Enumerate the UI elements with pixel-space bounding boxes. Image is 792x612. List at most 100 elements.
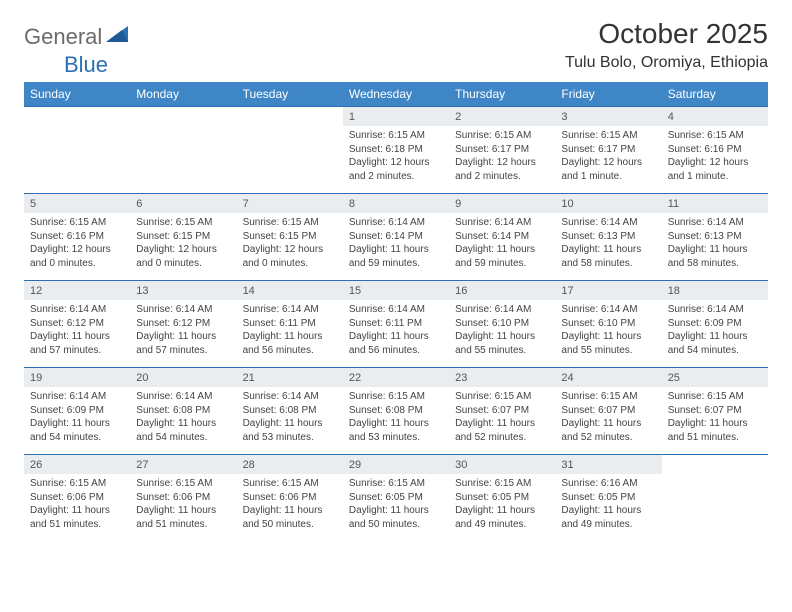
day-body: Sunrise: 6:15 AMSunset: 6:15 PMDaylight:…: [130, 213, 236, 281]
daylight-line-1: Daylight: 11 hours: [243, 330, 337, 344]
daylight-line-2: and 58 minutes.: [668, 257, 762, 271]
daylight-line-1: Daylight: 11 hours: [455, 243, 549, 257]
title-block: October 2025 Tulu Bolo, Oromiya, Ethiopi…: [565, 18, 768, 72]
daylight-line-1: Daylight: 12 hours: [243, 243, 337, 257]
daylight-line-2: and 54 minutes.: [668, 344, 762, 358]
day-body: Sunrise: 6:15 AMSunset: 6:16 PMDaylight:…: [662, 126, 768, 194]
day-number-row: 567891011: [24, 194, 768, 214]
day-number: 19: [24, 368, 130, 388]
day-body: Sunrise: 6:14 AMSunset: 6:08 PMDaylight:…: [130, 387, 236, 455]
day-number: 21: [237, 368, 343, 388]
day-number: 24: [555, 368, 661, 388]
day-number: 1: [343, 107, 449, 127]
day-number: 16: [449, 281, 555, 301]
brand-part2: Blue: [64, 52, 108, 78]
day-body: Sunrise: 6:14 AMSunset: 6:09 PMDaylight:…: [662, 300, 768, 368]
day-number: 7: [237, 194, 343, 214]
sunrise-line: Sunrise: 6:14 AM: [349, 216, 443, 230]
day-body: Sunrise: 6:15 AMSunset: 6:08 PMDaylight:…: [343, 387, 449, 455]
day-number: 17: [555, 281, 661, 301]
day-number: 30: [449, 455, 555, 475]
brand-triangle-icon: [106, 26, 130, 49]
daylight-line-1: Daylight: 12 hours: [668, 156, 762, 170]
day-number: 28: [237, 455, 343, 475]
sunset-line: Sunset: 6:18 PM: [349, 143, 443, 157]
day-number: 14: [237, 281, 343, 301]
sunset-line: Sunset: 6:16 PM: [668, 143, 762, 157]
daylight-line-1: Daylight: 12 hours: [561, 156, 655, 170]
day-number-row: 12131415161718: [24, 281, 768, 301]
sunrise-line: Sunrise: 6:15 AM: [455, 129, 549, 143]
page-title: October 2025: [565, 18, 768, 50]
day-body-empty: [24, 126, 130, 194]
sunset-line: Sunset: 6:06 PM: [243, 491, 337, 505]
daylight-line-2: and 49 minutes.: [455, 518, 549, 532]
day-number: 27: [130, 455, 236, 475]
sunrise-line: Sunrise: 6:15 AM: [455, 390, 549, 404]
sunset-line: Sunset: 6:13 PM: [668, 230, 762, 244]
daylight-line-2: and 54 minutes.: [30, 431, 124, 445]
sunset-line: Sunset: 6:13 PM: [561, 230, 655, 244]
day-body: Sunrise: 6:15 AMSunset: 6:05 PMDaylight:…: [343, 474, 449, 541]
day-body: Sunrise: 6:14 AMSunset: 6:14 PMDaylight:…: [449, 213, 555, 281]
day-body: Sunrise: 6:14 AMSunset: 6:13 PMDaylight:…: [555, 213, 661, 281]
calendar-table: SundayMondayTuesdayWednesdayThursdayFrid…: [24, 82, 768, 541]
header: General October 2025 Tulu Bolo, Oromiya,…: [24, 18, 768, 72]
sunset-line: Sunset: 6:10 PM: [561, 317, 655, 331]
daylight-line-2: and 59 minutes.: [455, 257, 549, 271]
day-number: 22: [343, 368, 449, 388]
day-body: Sunrise: 6:15 AMSunset: 6:16 PMDaylight:…: [24, 213, 130, 281]
daylight-line-1: Daylight: 11 hours: [561, 417, 655, 431]
sunset-line: Sunset: 6:15 PM: [243, 230, 337, 244]
day-body-row: Sunrise: 6:15 AM Sunset: 6:18 PM Daylight:…: [24, 126, 768, 194]
daylight-line-2: and 55 minutes.: [455, 344, 549, 358]
sunrise-line: Sunrise: 6:14 AM: [455, 303, 549, 317]
day-body: Sunrise: 6:16 AMSunset: 6:05 PMDaylight:…: [555, 474, 661, 541]
day-body: Sunrise: 6:15 AMSunset: 6:15 PMDaylight:…: [237, 213, 343, 281]
day-number: 25: [662, 368, 768, 388]
day-body: Sunrise: 6:15 AMSunset: 6:06 PMDaylight:…: [237, 474, 343, 541]
daylight-line-1: Daylight: 11 hours: [30, 417, 124, 431]
day-body: Sunrise: 6:15 AMSunset: 6:18 PMDaylight:…: [343, 126, 449, 194]
daylight-line-2: and 57 minutes.: [136, 344, 230, 358]
daylight-line-1: Daylight: 11 hours: [136, 417, 230, 431]
sunset-line: Sunset: 6:11 PM: [349, 317, 443, 331]
daylight-line-2: and 53 minutes.: [349, 431, 443, 445]
day-number: 15: [343, 281, 449, 301]
daylight-line-1: Daylight: 11 hours: [668, 417, 762, 431]
day-body: Sunrise: 6:15 AMSunset: 6:07 PMDaylight:…: [555, 387, 661, 455]
sunrise-line: Sunrise: 6:14 AM: [243, 390, 337, 404]
day-number: 6: [130, 194, 236, 214]
day-body-empty: [130, 126, 236, 194]
sunset-line: Sunset: 6:05 PM: [455, 491, 549, 505]
daylight-line-1: Daylight: 12 hours: [455, 156, 549, 170]
sunset-line: Sunset: 6:14 PM: [349, 230, 443, 244]
sunrise-line: Sunrise: 6:15 AM: [30, 477, 124, 491]
day-body: Sunrise: 6:14 AMSunset: 6:12 PMDaylight:…: [130, 300, 236, 368]
daylight-line-2: and 52 minutes.: [455, 431, 549, 445]
daylight-line-1: Daylight: 11 hours: [455, 330, 549, 344]
sunrise-line: Sunrise: 6:15 AM: [668, 390, 762, 404]
sunrise-line: Sunrise: 6:14 AM: [668, 303, 762, 317]
sunrise-line: Sunrise: 6:15 AM: [561, 390, 655, 404]
daylight-line-2: and 0 minutes.: [30, 257, 124, 271]
daylight-line-1: Daylight: 12 hours: [30, 243, 124, 257]
sunset-line: Sunset: 6:08 PM: [243, 404, 337, 418]
sunset-line: Sunset: 6:06 PM: [136, 491, 230, 505]
day-number: 8: [343, 194, 449, 214]
day-body: Sunrise: 6:14 AMSunset: 6:10 PMDaylight:…: [555, 300, 661, 368]
day-body: Sunrise: 6:15 AMSunset: 6:17 PMDaylight:…: [555, 126, 661, 194]
day-body: Sunrise: 6:14 AMSunset: 6:11 PMDaylight:…: [343, 300, 449, 368]
daylight-line-1: Daylight: 11 hours: [136, 330, 230, 344]
sunrise-line: Sunrise: 6:16 AM: [561, 477, 655, 491]
page-subtitle: Tulu Bolo, Oromiya, Ethiopia: [565, 54, 768, 72]
day-body: Sunrise: 6:15 AMSunset: 6:06 PMDaylight:…: [130, 474, 236, 541]
sunset-line: Sunset: 6:12 PM: [136, 317, 230, 331]
weekday-header: Wednesday: [343, 82, 449, 107]
day-body: Sunrise: 6:14 AMSunset: 6:09 PMDaylight:…: [24, 387, 130, 455]
day-body: Sunrise: 6:14 AMSunset: 6:11 PMDaylight:…: [237, 300, 343, 368]
sunrise-line: Sunrise: 6:15 AM: [561, 129, 655, 143]
day-number: 10: [555, 194, 661, 214]
day-body: Sunrise: 6:15 AMSunset: 6:06 PMDaylight:…: [24, 474, 130, 541]
sunrise-line: Sunrise: 6:15 AM: [243, 477, 337, 491]
